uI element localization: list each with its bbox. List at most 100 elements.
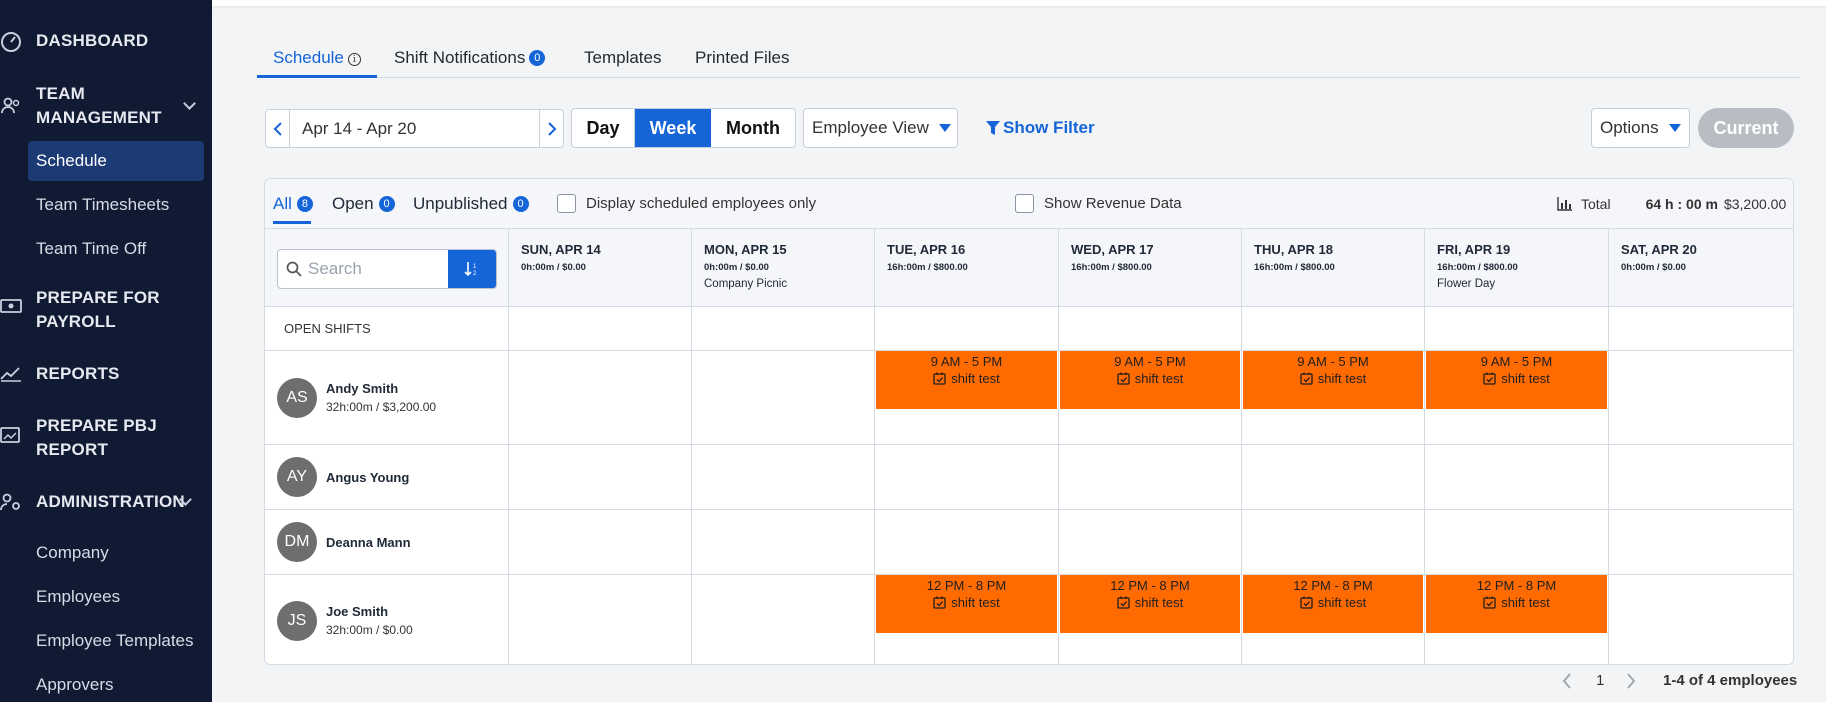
nav-prepare-payroll[interactable]: PREPARE FOR PAYROLL [0,286,166,334]
employee-hours: 32h:00m / $3,200.00 [326,400,437,414]
employee-info[interactable]: AY Angus Young [265,445,508,509]
total-hours: 64 h : 00 m [1645,196,1718,212]
sidebar-item-approvers[interactable]: Approvers [36,675,114,694]
day-event[interactable]: Company Picnic [704,278,788,290]
tab-templates[interactable]: Templates [584,48,662,67]
schedule-cell[interactable] [1241,510,1424,574]
shift-block[interactable]: 12 PM - 8 PM shift test [876,575,1057,633]
employee-info[interactable]: AS Andy Smith 32h:00m / $3,200.00 [265,351,508,444]
nav-administration[interactable]: ADMINISTRATION [0,490,212,514]
period-selector: Day Week Month [571,108,796,148]
employee-info[interactable]: DM Deanna Mann [265,510,508,574]
display-scheduled-only-option[interactable]: Display scheduled employees only [557,194,816,213]
filter-unpublished[interactable]: Unpublished 0 [413,194,529,214]
next-week-button[interactable] [539,110,563,147]
schedule-cell[interactable] [1058,510,1241,574]
employee-name: Andy Smith [326,381,399,396]
filter-open[interactable]: Open 0 [332,194,395,214]
schedule-cell[interactable] [1608,445,1793,509]
schedule-cell[interactable] [1424,445,1608,509]
schedule-cell[interactable] [691,351,874,444]
schedule-panel: All 8 Open 0 Unpublished 0 Display sched… [264,178,1794,665]
day-hours: 0h:00m / $0.00 [521,262,586,273]
schedule-cell[interactable]: 12 PM - 8 PM shift test [1058,575,1241,664]
nav-dashboard[interactable]: DASHBOARD [0,29,148,53]
sidebar-item-company[interactable]: Company [36,543,109,562]
schedule-cell[interactable]: 12 PM - 8 PM shift test [1424,575,1608,664]
schedule-cell[interactable]: 9 AM - 5 PM shift test [874,351,1058,444]
current-button[interactable]: Current [1698,108,1794,148]
sidebar: DASHBOARD TEAM MANAGEMENT Schedule Team … [0,0,212,702]
shift-block[interactable]: 9 AM - 5 PM shift test [1060,351,1240,409]
schedule-cell[interactable] [691,307,874,350]
day-view-button[interactable]: Day [572,109,635,147]
shift-block[interactable]: 12 PM - 8 PM shift test [1060,575,1240,633]
schedule-cell[interactable] [1241,445,1424,509]
shift-block[interactable]: 9 AM - 5 PM shift test [1243,351,1423,409]
prev-week-button[interactable] [266,110,290,147]
display-scheduled-only-checkbox[interactable] [557,194,576,213]
prev-page-button[interactable] [1562,672,1576,689]
filter-all[interactable]: All 8 [273,194,313,214]
view-select[interactable]: Employee View [803,108,958,148]
next-page-button[interactable] [1626,672,1636,689]
schedule-cell[interactable] [508,445,691,509]
week-view-button[interactable]: Week [635,109,711,147]
schedule-cell[interactable] [874,510,1058,574]
schedule-cell[interactable] [508,575,691,664]
schedule-cell[interactable] [1608,351,1793,444]
shift-block[interactable]: 9 AM - 5 PM shift test [1426,351,1607,409]
sidebar-item-team-time-off[interactable]: Team Time Off [36,239,147,258]
show-revenue-option[interactable]: Show Revenue Data [1015,194,1182,213]
schedule-cell[interactable] [1424,307,1608,350]
schedule-cell[interactable] [1058,445,1241,509]
schedule-cell[interactable]: 9 AM - 5 PM shift test [1424,351,1608,444]
options-dropdown[interactable]: Options [1591,108,1690,148]
shift-block[interactable]: 12 PM - 8 PM shift test [1243,575,1423,633]
schedule-cell[interactable] [1241,307,1424,350]
open-shifts-label: OPEN SHIFTS [284,321,371,336]
schedule-cell[interactable]: 9 AM - 5 PM shift test [1241,351,1424,444]
schedule-cell[interactable]: 12 PM - 8 PM shift test [1241,575,1424,664]
info-icon[interactable]: i [347,53,361,66]
search-input[interactable]: Search [278,250,448,288]
shift-block[interactable]: 9 AM - 5 PM shift test [876,351,1057,409]
schedule-cell[interactable] [691,445,874,509]
nav-team-management[interactable]: TEAM MANAGEMENT [0,82,212,130]
schedule-cell[interactable] [1608,510,1793,574]
nav-reports[interactable]: REPORTS [0,362,120,386]
day-event[interactable]: Flower Day [1437,278,1496,290]
page-number[interactable]: 1 [1596,672,1605,689]
schedule-cell[interactable] [1424,510,1608,574]
sidebar-item-team-timesheets[interactable]: Team Timesheets [36,195,170,214]
calendar-check-icon [1483,372,1496,385]
schedule-cell[interactable] [1058,307,1241,350]
sidebar-item-employee-templates[interactable]: Employee Templates [36,631,194,650]
sidebar-item-schedule[interactable]: Schedule [28,141,204,181]
month-view-button[interactable]: Month [726,117,780,138]
schedule-cell[interactable] [691,575,874,664]
sidebar-item-employees[interactable]: Employees [36,587,121,606]
nav-prepare-pbj[interactable]: PREPARE PBJ REPORT [0,414,166,462]
schedule-cell[interactable] [1608,307,1793,350]
show-filter-button[interactable]: Show Filter [986,118,1095,138]
schedule-cell[interactable] [508,510,691,574]
tab-shift-notifications[interactable]: Shift Notifications 0 [394,43,546,73]
schedule-cell[interactable] [508,351,691,444]
schedule-cell[interactable] [691,510,874,574]
schedule-cell[interactable] [508,307,691,350]
schedule-cell[interactable]: 12 PM - 8 PM shift test [874,575,1058,664]
employee-info[interactable]: JS Joe Smith 32h:00m / $0.00 [265,575,508,664]
schedule-cell[interactable] [1608,575,1793,664]
show-revenue-checkbox[interactable] [1015,194,1034,213]
schedule-cell[interactable] [874,307,1058,350]
shift-block[interactable]: 12 PM - 8 PM shift test [1426,575,1607,633]
date-range-field[interactable]: Apr 14 - Apr 20 [302,118,417,138]
tab-schedule[interactable]: Schedule i [273,43,361,73]
tab-printed-files[interactable]: Printed Files [695,48,790,67]
schedule-cell[interactable]: 9 AM - 5 PM shift test [1058,351,1241,444]
day-header-wed: WED, APR 17 16h:00m / $800.00 [1058,229,1241,307]
schedule-cell[interactable] [874,445,1058,509]
